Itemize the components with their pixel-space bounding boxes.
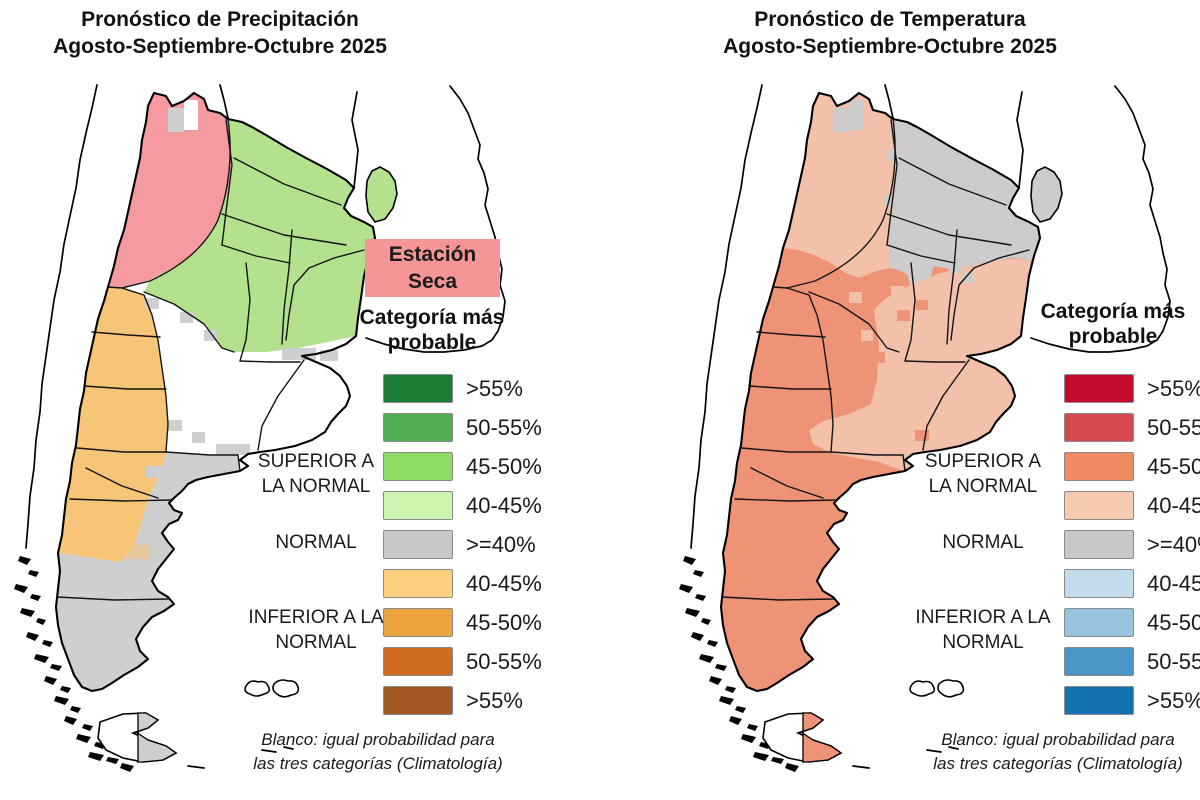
legend-swatch xyxy=(383,569,453,598)
legend-item: >55% xyxy=(1064,686,1200,715)
legend-label: 45-50% xyxy=(1147,609,1200,635)
precip-raster-cells xyxy=(124,100,338,559)
legend-label: >=40% xyxy=(466,531,536,557)
legend-item: >55% xyxy=(1064,374,1200,403)
legend-item: >55% xyxy=(383,686,542,715)
legend-item: 40-45% xyxy=(383,491,542,520)
precip-category-inferior: INFERIOR A LA NORMAL xyxy=(248,607,384,653)
legend-label: >55% xyxy=(1147,687,1200,713)
precip-tierra-del-fuego xyxy=(135,712,177,763)
temp-title-line2: Agosto-Septiembre-Octubre 2025 xyxy=(723,35,1057,59)
legend-label: >55% xyxy=(466,687,523,713)
legend-label: 50-55% xyxy=(466,414,542,440)
legend-item: 50-55% xyxy=(1064,647,1200,676)
legend-swatch xyxy=(383,374,453,403)
precip-title: Pronóstico de Precipitación Agosto-Septi… xyxy=(15,6,425,61)
legend-label: 45-50% xyxy=(466,453,542,479)
legend-swatch xyxy=(1064,647,1134,676)
temp-zone-east-40-45 xyxy=(809,259,1031,471)
legend-label: 40-45% xyxy=(466,492,542,518)
precip-footnote-line2: las tres categorías (Climatología) xyxy=(253,753,503,773)
legend-swatch xyxy=(383,491,453,520)
legend-item: >=40% xyxy=(383,530,542,559)
precip-legend: >55% 50-55% 45-50% 40-45% >=40% 40-45% 4… xyxy=(383,374,542,715)
legend-label: >55% xyxy=(1147,375,1200,401)
legend-swatch xyxy=(1064,530,1134,559)
precip-misiones xyxy=(365,166,398,223)
legend-label: 40-45% xyxy=(1147,570,1200,596)
legend-item: >=40% xyxy=(1064,530,1200,559)
dry-season-label: Estación Seca xyxy=(388,243,477,294)
legend-swatch xyxy=(383,452,453,481)
legend-label: 40-45% xyxy=(466,570,542,596)
temp-raster-cells xyxy=(829,100,973,441)
legend-swatch xyxy=(1064,569,1134,598)
legend-swatch xyxy=(383,608,453,637)
precip-legend-heading: Categoría más probable xyxy=(359,306,505,355)
legend-label: >=40% xyxy=(1147,531,1200,557)
legend-swatch xyxy=(383,647,453,676)
temperature-map xyxy=(678,84,1171,773)
legend-label: 40-45% xyxy=(1147,492,1200,518)
precip-zone-below-normal xyxy=(58,287,168,562)
precip-zone-normal-patagonia xyxy=(56,452,240,691)
legend-swatch xyxy=(1064,413,1134,442)
temp-legend-heading: Categoría más probable xyxy=(1040,300,1186,349)
temp-category-superior: SUPERIOR A LA NORMAL xyxy=(924,451,1042,497)
temp-footnote: Blanco: igual probabilidad para las tres… xyxy=(898,728,1200,776)
legend-item: 40-45% xyxy=(1064,569,1200,598)
legend-swatch xyxy=(383,413,453,442)
legend-item: 40-45% xyxy=(1064,491,1200,520)
precip-zone-dry-season xyxy=(108,93,232,288)
legend-item: 45-50% xyxy=(1064,452,1200,481)
legend-item: 50-55% xyxy=(383,413,542,442)
temp-zone-northwest-40-45 xyxy=(783,93,897,278)
temp-zone-northeast-normal xyxy=(889,119,1040,292)
legend-swatch xyxy=(383,686,453,715)
temp-tierra-del-fuego xyxy=(800,712,842,763)
temp-footnote-line1: Blanco: igual probabilidad para xyxy=(941,730,1175,749)
legend-label: 45-50% xyxy=(466,609,542,635)
legend-item: >55% xyxy=(383,374,542,403)
legend-item: 50-55% xyxy=(383,647,542,676)
legend-swatch xyxy=(1064,491,1134,520)
legend-item: 45-50% xyxy=(383,452,542,481)
temp-legend: >55% 50-55% 45-50% 40-45% >=40% 40-45% 4… xyxy=(1064,374,1200,715)
legend-label: 50-55% xyxy=(1147,414,1200,440)
legend-label: 50-55% xyxy=(1147,648,1200,674)
temp-title: Pronóstico de Temperatura Agosto-Septiem… xyxy=(680,6,1100,61)
temp-title-line1: Pronóstico de Temperatura xyxy=(754,8,1026,31)
legend-label: >55% xyxy=(466,375,523,401)
precipitation-map xyxy=(13,84,506,773)
legend-swatch xyxy=(1064,452,1134,481)
precip-title-line2: Agosto-Septiembre-Octubre 2025 xyxy=(53,35,387,59)
legend-item: 45-50% xyxy=(383,608,542,637)
legend-swatch xyxy=(383,530,453,559)
precip-footnote: Blanco: igual probabilidad para las tres… xyxy=(218,728,538,776)
precip-footnote-line1: Blanco: igual probabilidad para xyxy=(261,730,495,749)
precip-title-line1: Pronóstico de Precipitación xyxy=(81,8,359,31)
precip-zone-above-normal xyxy=(144,119,375,352)
temp-footnote-line2: las tres categorías (Climatología) xyxy=(933,753,1183,773)
dry-season-box: Estación Seca xyxy=(365,239,500,297)
legend-label: 50-55% xyxy=(466,648,542,674)
legend-item: 50-55% xyxy=(1064,413,1200,442)
legend-swatch xyxy=(1064,686,1134,715)
temp-misiones xyxy=(1030,166,1063,223)
legend-swatch xyxy=(1064,374,1134,403)
temp-category-normal: NORMAL xyxy=(942,532,1024,553)
precip-category-normal: NORMAL xyxy=(275,532,357,553)
legend-swatch xyxy=(1064,608,1134,637)
legend-item: 40-45% xyxy=(383,569,542,598)
legend-label: 45-50% xyxy=(1147,453,1200,479)
temp-category-inferior: INFERIOR A LA NORMAL xyxy=(915,607,1051,653)
precip-category-superior: SUPERIOR A LA NORMAL xyxy=(257,451,375,497)
legend-item: 45-50% xyxy=(1064,608,1200,637)
